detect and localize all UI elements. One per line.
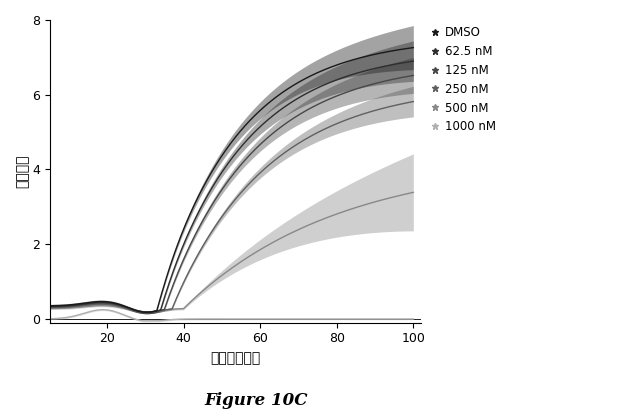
Legend: DMSO, 62.5 nM, 125 nM, 250 nM, 500 nM, 1000 nM: DMSO, 62.5 nM, 125 nM, 250 nM, 500 nM, 1…: [431, 26, 496, 133]
Text: Figure 10C: Figure 10C: [204, 392, 308, 409]
Y-axis label: 細胞指数: 細胞指数: [15, 154, 29, 188]
X-axis label: 時間（時間）: 時間（時間）: [210, 351, 260, 365]
